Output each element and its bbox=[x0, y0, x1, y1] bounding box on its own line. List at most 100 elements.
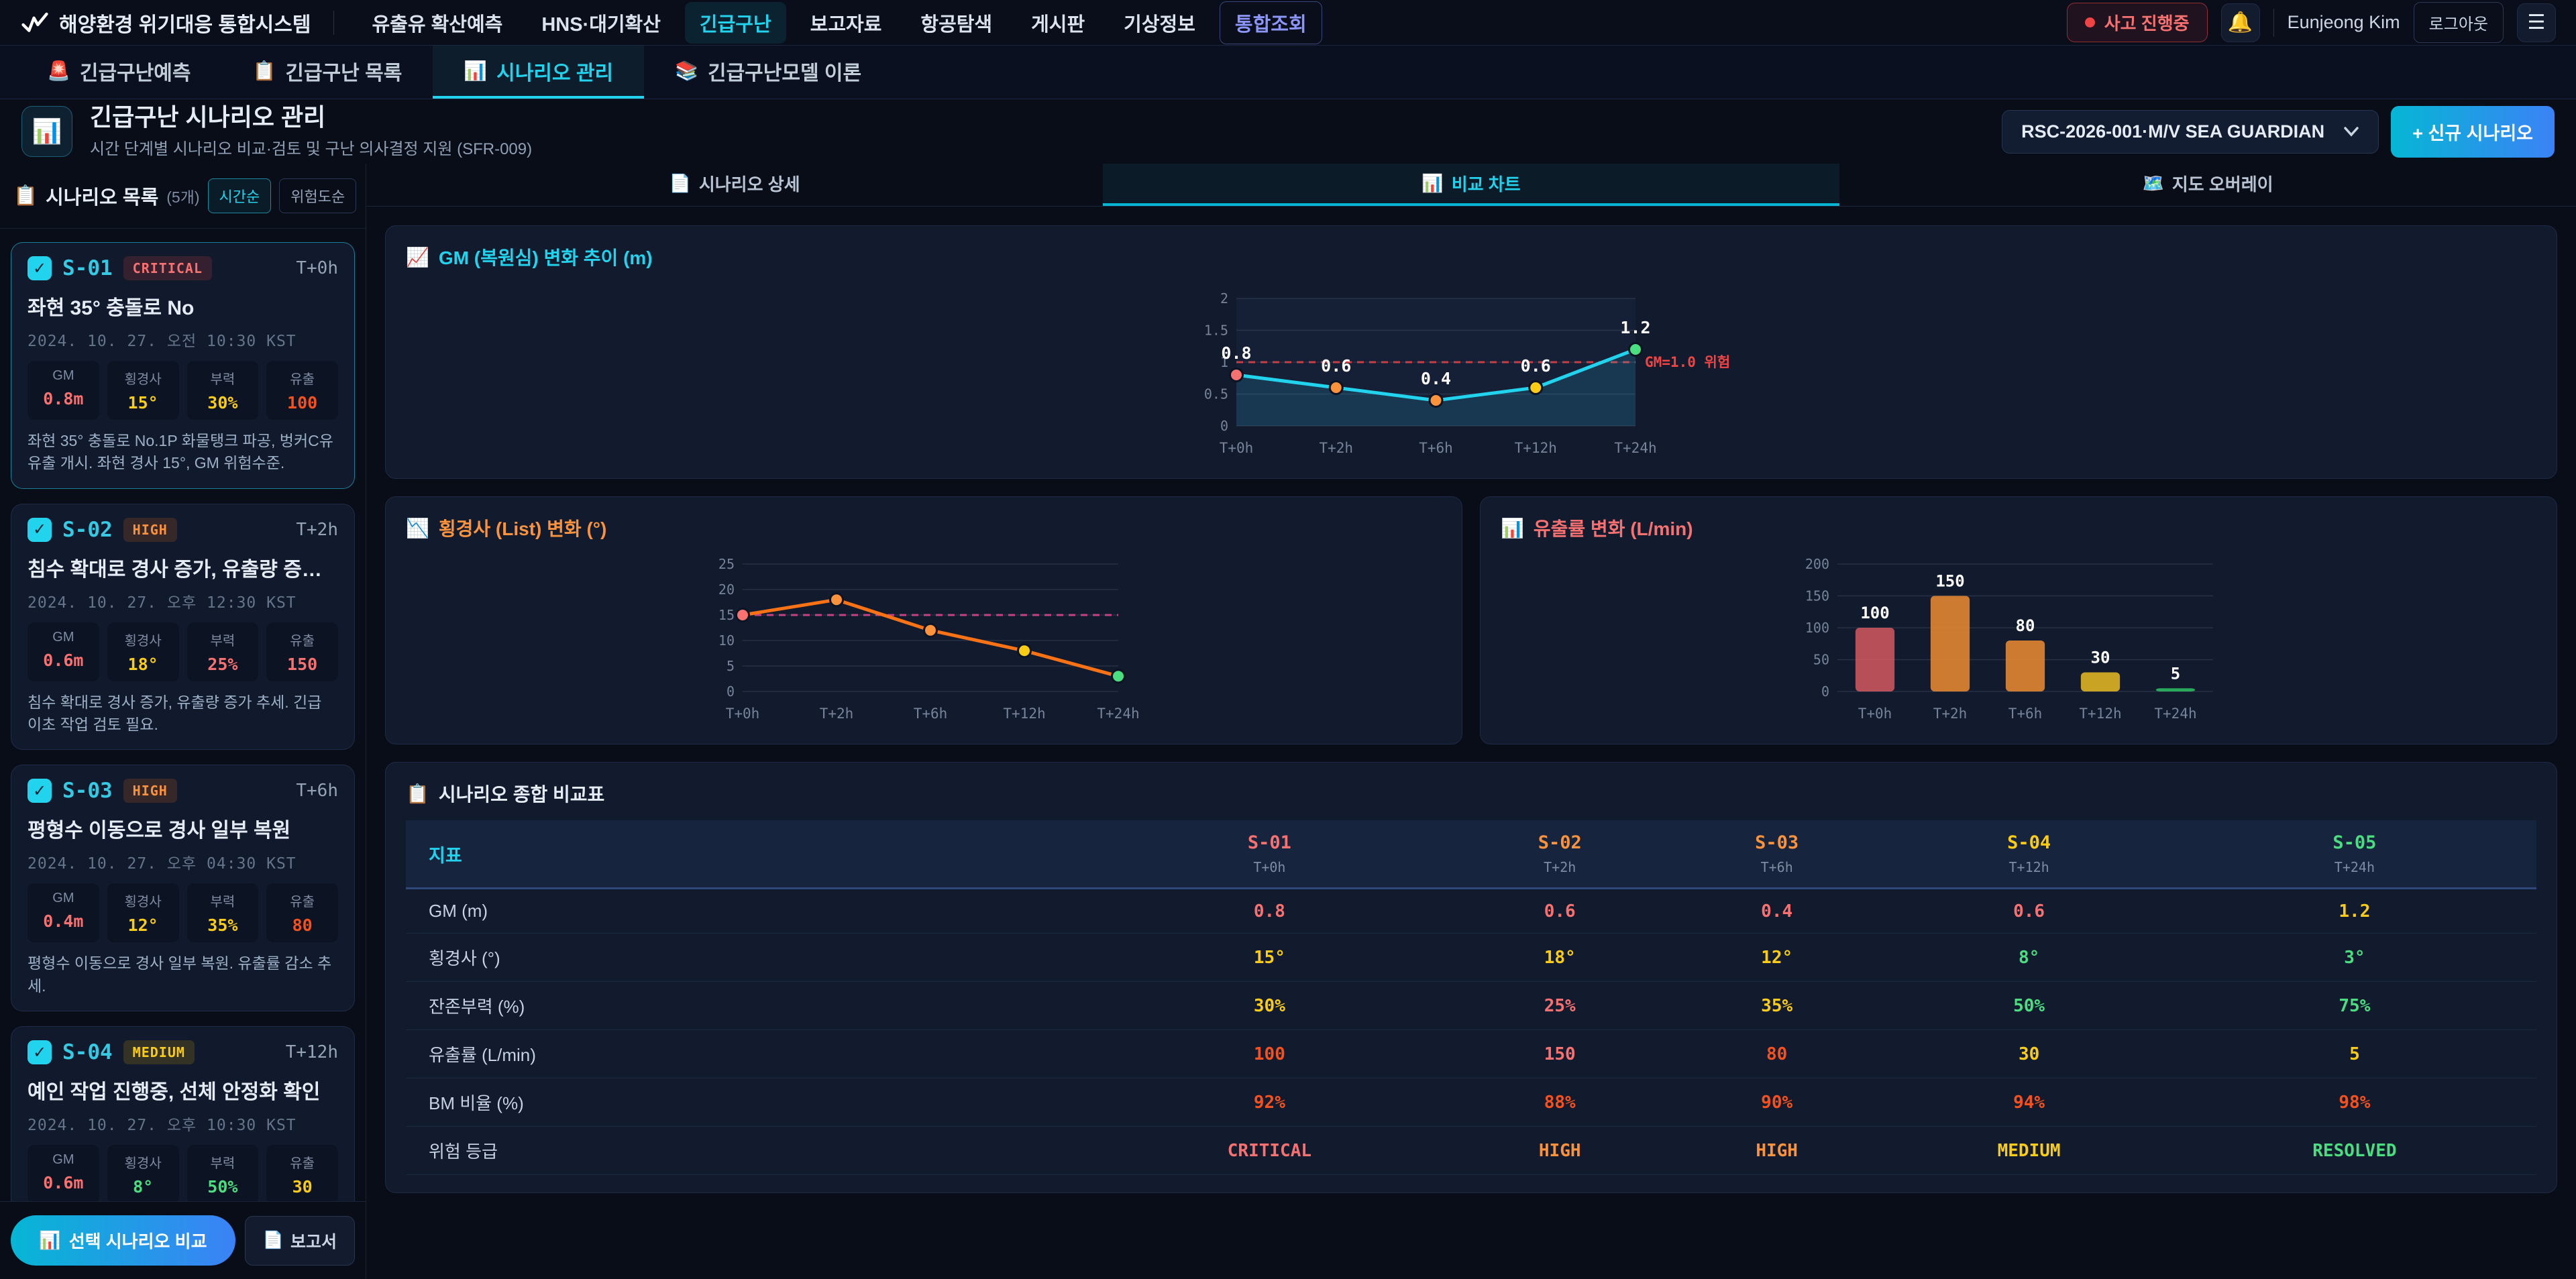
metric-value: 30 bbox=[1885, 1030, 2173, 1078]
metric-value: 12° bbox=[1668, 933, 1886, 982]
svg-text:20: 20 bbox=[718, 581, 735, 598]
view-tab[interactable]: 📊 비교 차트 bbox=[1103, 164, 1839, 206]
module-tab[interactable]: 🚨 긴급구난예측 bbox=[16, 46, 221, 99]
scenario-stats: GM 0.8m 횡경사 15° 부력 30% 유출 100 bbox=[28, 361, 338, 420]
scenario-id: S-04 bbox=[62, 1040, 113, 1065]
stat-box: GM 0.4m bbox=[28, 883, 99, 943]
case-select[interactable]: RSC-2026-001·M/V SEA GUARDIAN bbox=[2002, 109, 2379, 154]
scenario-card[interactable]: ✓ S-03 HIGH T+6h 평형수 이동으로 경사 일부 복원 2024. 10. … bbox=[11, 765, 355, 1012]
report-button[interactable]: 📄 보고서 bbox=[244, 1215, 355, 1266]
nav-item[interactable]: HNS·대기확산 bbox=[541, 13, 661, 36]
gm-trend-chart-card: 📈 GM (복원심) 변화 추이 (m) 0 0.5 1 1.5 2 T+0h T+2h T+… bbox=[385, 225, 2557, 479]
brand[interactable]: 해양환경 위기대응 통합시스템 bbox=[20, 8, 311, 38]
risk-badge: HIGH bbox=[123, 779, 177, 803]
svg-text:0: 0 bbox=[1220, 418, 1228, 434]
case-select-value: RSC-2026-001·M/V SEA GUARDIAN bbox=[2021, 121, 2325, 142]
risk-badge: HIGH bbox=[123, 517, 177, 542]
stat-box: 횡경사 18° bbox=[107, 622, 179, 681]
svg-text:15: 15 bbox=[718, 607, 735, 623]
scenario-checkbox[interactable]: ✓ bbox=[28, 256, 52, 280]
table-row: 유출률 (L/min) 100 150 80 30 5 bbox=[406, 1030, 2536, 1078]
scenario-time-offset: T+2h bbox=[296, 519, 338, 540]
stat-box: GM 0.6m bbox=[28, 1145, 99, 1201]
stat-label: GM bbox=[52, 629, 74, 645]
scenario-card[interactable]: ✓ S-04 MEDIUM T+12h 예인 작업 진행중, 선체 안정화 확인 2024… bbox=[11, 1026, 355, 1201]
table-row: 위험 등급 CRITICAL HIGH HIGH MEDIUM RESOLVED bbox=[406, 1126, 2536, 1175]
new-scenario-button[interactable]: + 신규 시나리오 bbox=[2391, 105, 2555, 158]
column-time-offset: T+6h bbox=[1760, 859, 1793, 875]
scenario-title: 침수 확대로 경사 증가, 유출량 증가 추세 bbox=[28, 558, 338, 581]
nav-item[interactable]: 항공탐색 bbox=[920, 13, 993, 36]
stat-value: 0.6m bbox=[43, 650, 84, 670]
metric-value: 92% bbox=[1087, 1078, 1452, 1127]
svg-text:0.8: 0.8 bbox=[1221, 343, 1251, 363]
nav-item[interactable]: 보고자료 bbox=[810, 13, 882, 36]
page-header-actions: RSC-2026-001·M/V SEA GUARDIAN + 신규 시나리오 bbox=[2002, 105, 2555, 158]
scenario-checkbox[interactable]: ✓ bbox=[28, 1040, 52, 1065]
module-tab[interactable]: 📋 긴급구난 목록 bbox=[221, 46, 433, 99]
view-tab[interactable]: 📄 시나리오 상세 bbox=[366, 164, 1103, 206]
scenario-checkbox[interactable]: ✓ bbox=[28, 517, 52, 542]
sort-by-time-button[interactable]: 시간순 bbox=[207, 178, 272, 213]
module-tab[interactable]: 📊 시나리오 관리 bbox=[433, 46, 645, 99]
svg-text:5: 5 bbox=[2171, 664, 2180, 683]
sort-by-risk-button[interactable]: 위험도순 bbox=[279, 178, 357, 213]
column-scenario-id: S-05 bbox=[2332, 832, 2377, 853]
column-scenario-id: S-04 bbox=[2007, 832, 2051, 853]
metric-value: 75% bbox=[2172, 981, 2536, 1030]
scenario-datetime: 2024. 10. 27. 오후 12:30 KST bbox=[28, 594, 297, 612]
metric-value: 5 bbox=[2172, 1030, 2536, 1078]
compare-scenarios-button[interactable]: 📊 선택 시나리오 비교 bbox=[11, 1215, 235, 1266]
logout-button[interactable]: 로그아웃 bbox=[2413, 2, 2504, 43]
svg-text:1.5: 1.5 bbox=[1204, 323, 1228, 339]
metric-value: 35% bbox=[1668, 981, 1886, 1030]
scenario-card[interactable]: ✓ S-02 HIGH T+2h 침수 확대로 경사 증가, 유출량 증가 추세 2024… bbox=[11, 503, 355, 750]
svg-text:T+6h: T+6h bbox=[1419, 440, 1453, 456]
svg-text:T+2h: T+2h bbox=[820, 706, 854, 722]
nav-item[interactable]: 유출유 확산예측 bbox=[372, 13, 503, 36]
stat-label: 횡경사 bbox=[124, 372, 162, 387]
column-scenario-id: S-03 bbox=[1755, 832, 1799, 853]
metric-value: CRITICAL bbox=[1087, 1126, 1452, 1175]
stat-value: 150 bbox=[287, 654, 318, 674]
column-time-offset: T+24h bbox=[2334, 859, 2375, 875]
metric-value: 30% bbox=[1087, 981, 1452, 1030]
svg-text:T+24h: T+24h bbox=[1614, 440, 1656, 456]
clipboard-icon: 📋 bbox=[13, 185, 38, 207]
scenario-datetime: 2024. 10. 27. 오후 10:30 KST bbox=[28, 1117, 297, 1135]
tab-label: 긴급구난예측 bbox=[79, 62, 191, 85]
scenario-time-offset: T+6h bbox=[296, 781, 338, 801]
nav-item[interactable]: 기상정보 bbox=[1124, 13, 1195, 36]
stat-value: 12° bbox=[127, 915, 158, 936]
metric-value: MEDIUM bbox=[1885, 1126, 2173, 1175]
svg-text:100: 100 bbox=[1805, 620, 1829, 636]
svg-text:30: 30 bbox=[2091, 649, 2110, 667]
svg-text:GM=1.0 위험: GM=1.0 위험 bbox=[1645, 354, 1730, 370]
column-time-offset: T+12h bbox=[2008, 859, 2049, 875]
menu-button[interactable]: ☰ bbox=[2517, 3, 2556, 42]
nav-item[interactable]: 긴급구난 bbox=[684, 1, 786, 44]
stat-label: 유출 bbox=[290, 1156, 315, 1172]
stat-label: 유출 bbox=[290, 633, 315, 649]
risk-badge: CRITICAL bbox=[123, 256, 212, 280]
list-line-chart: 0 5 10 15 20 25 T+0h T+2h T+6h T+12h T+24h bbox=[406, 547, 1442, 726]
nav-item[interactable]: 통합조회 bbox=[1219, 1, 1322, 44]
scenario-datetime: 2024. 10. 27. 오후 04:30 KST bbox=[28, 855, 297, 873]
scenario-card[interactable]: ✓ S-01 CRITICAL T+0h 좌현 35° 충돌로 No 2024. 10. … bbox=[11, 242, 355, 489]
nav-item[interactable]: 게시판 bbox=[1031, 13, 1085, 36]
view-tab[interactable]: 🗺️ 지도 오버레이 bbox=[1839, 164, 2576, 206]
incident-status-label: 사고 진행중 bbox=[2104, 13, 2190, 34]
svg-text:1.2: 1.2 bbox=[1620, 318, 1650, 337]
notifications-button[interactable]: 🔔 bbox=[2220, 3, 2260, 42]
risk-badge: MEDIUM bbox=[123, 1040, 195, 1065]
scenario-description: 침수 확대로 경사 증가, 유출량 증가 추세. 긴급 이초 작업 검토 필요. bbox=[28, 693, 322, 734]
line-chart-icon: 📈 bbox=[406, 246, 429, 268]
stat-value: 50% bbox=[207, 1177, 238, 1197]
stat-box: GM 0.8m bbox=[28, 361, 99, 420]
metric-value: 25% bbox=[1451, 981, 1668, 1030]
module-tab[interactable]: 📚 긴급구난모델 이론 bbox=[644, 46, 892, 99]
metric-value: 0.6 bbox=[1885, 888, 2173, 934]
divider bbox=[2273, 8, 2274, 37]
scenario-checkbox[interactable]: ✓ bbox=[28, 779, 52, 803]
tab-icon: 📋 bbox=[252, 60, 276, 81]
